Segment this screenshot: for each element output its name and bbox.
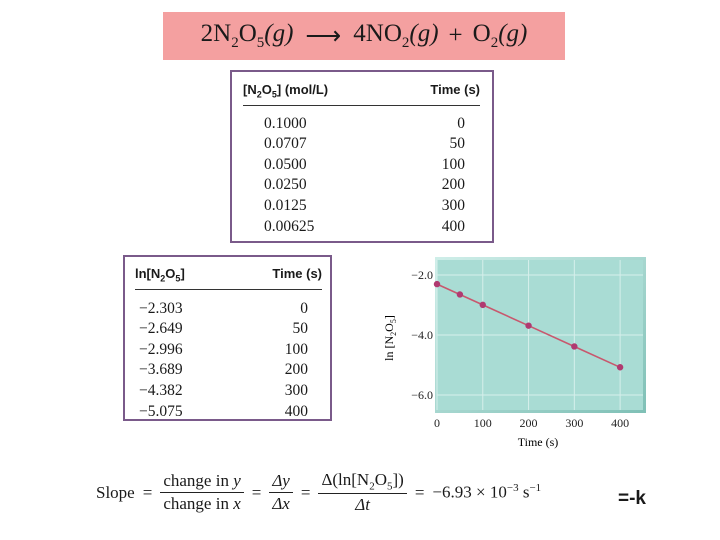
table-cell-time: 300 <box>441 196 465 214</box>
data-point <box>433 280 441 288</box>
product-o2: O2(g) <box>472 20 528 51</box>
table-row: 0.1000 0 <box>264 114 465 135</box>
table-cell-time: 100 <box>284 340 308 358</box>
equals-sign: = <box>414 482 425 502</box>
table-cell-ln: −5.075 <box>139 402 183 420</box>
slope-label: Slope <box>96 482 135 502</box>
column-header-concentration: [N2O5] (mol/L) <box>243 82 329 100</box>
x-tick-label: 300 <box>565 416 583 430</box>
data-point <box>616 364 624 371</box>
reactant: 2N2O5(g) <box>200 20 294 51</box>
slope-formula: Slope = change in y change in x = Δy Δx … <box>96 470 656 528</box>
table-row: −3.689 200 <box>139 360 308 381</box>
table-cell-conc: 0.0250 <box>264 176 307 194</box>
table-row: 0.0250 200 <box>264 175 465 196</box>
table-row: 0.0500 100 <box>264 155 465 176</box>
table-cell-conc: 0.0500 <box>264 155 307 173</box>
table-cell-time: 400 <box>441 217 465 235</box>
slope-value: −6.93 × 10−3 s−1 <box>432 482 542 503</box>
table-body: −2.303 0 −2.649 50 −2.996 100 −3.689 200 −4.382 3… <box>139 299 308 423</box>
data-point <box>571 343 578 350</box>
table-row: −2.996 100 <box>139 340 308 361</box>
x-tick-label: 0 <box>434 416 440 430</box>
table-row: −2.303 0 <box>139 299 308 320</box>
reaction-arrow: ⟶ <box>305 23 342 50</box>
table-cell-conc: 0.00625 <box>264 217 315 235</box>
data-point <box>525 322 532 329</box>
fraction-change: change in y change in x <box>160 471 244 514</box>
reaction-equation: 2N2O5(g) ⟶ 4NO2(g) + O2(g) <box>163 12 565 60</box>
y-axis-label: ln [N2O5] <box>382 315 398 361</box>
data-point <box>479 301 486 309</box>
rate-constant-note: =-k <box>618 488 646 509</box>
column-header-time: Time (s) <box>272 266 322 281</box>
table-cell-ln: −4.382 <box>139 381 183 399</box>
table-row: −2.649 50 <box>139 319 308 340</box>
x-tick-label: 200 <box>520 416 538 430</box>
x-tick-label: 100 <box>474 416 492 430</box>
fraction-delta-ln: Δ(ln[N2O5]) Δt <box>318 470 407 515</box>
table-cell-ln: −2.303 <box>139 299 183 317</box>
table-cell-time: 50 <box>292 320 309 338</box>
equals-sign: = <box>142 482 153 502</box>
table-row: −4.382 300 <box>139 381 308 402</box>
ln-concentration-vs-time-chart: 0 100 200 300 400 −2.0 −4.0 −6.0 Time (s) ln [N… <box>382 257 646 449</box>
column-header-ln-concentration: ln[N2O5] <box>135 266 185 284</box>
table-cell-time: 50 <box>449 135 466 153</box>
table-body: 0.1000 0 0.0707 50 0.0500 100 0.0250 200 0.0125 3… <box>264 114 465 238</box>
y-tick-label: −4.0 <box>411 328 433 342</box>
x-axis-label: Time (s) <box>518 435 559 449</box>
table-header: ln[N2O5] Time (s) <box>135 266 322 290</box>
y-tick-label: −2.0 <box>411 268 433 282</box>
column-header-time: Time (s) <box>430 82 480 97</box>
table-cell-ln: −2.649 <box>139 320 183 338</box>
table-cell-ln: −2.996 <box>139 340 183 358</box>
x-tick-label: 400 <box>611 416 629 430</box>
plus-sign: + <box>448 22 463 49</box>
equals-sign: = <box>300 482 311 502</box>
table-cell-conc: 0.0707 <box>264 135 307 153</box>
table-cell-ln: −3.689 <box>139 361 183 379</box>
table-cell-conc: 0.1000 <box>264 114 307 132</box>
table-cell-time: 200 <box>441 176 465 194</box>
table-cell-time: 200 <box>284 361 308 379</box>
table-row: −5.075 400 <box>139 402 308 423</box>
y-tick-label: −6.0 <box>411 388 433 402</box>
table-header: [N2O5] (mol/L) Time (s) <box>243 82 480 106</box>
table-cell-conc: 0.0125 <box>264 196 307 214</box>
table-cell-time: 0 <box>300 299 308 317</box>
fraction-delta: Δy Δx <box>269 471 293 514</box>
ln-concentration-table: ln[N2O5] Time (s) −2.303 0 −2.649 50 −2.996 1… <box>123 255 332 421</box>
table-cell-time: 0 <box>457 114 465 132</box>
series-line <box>436 283 621 369</box>
table-cell-time: 100 <box>441 155 465 173</box>
concentration-table: [N2O5] (mol/L) Time (s) 0.1000 0 0.0707 50 0… <box>230 70 494 243</box>
table-row: 0.00625 400 <box>264 217 465 238</box>
table-cell-time: 400 <box>284 402 308 420</box>
table-row: 0.0125 300 <box>264 196 465 217</box>
equals-sign: = <box>251 482 262 502</box>
table-row: 0.0707 50 <box>264 134 465 155</box>
table-cell-time: 300 <box>284 381 308 399</box>
data-point <box>456 291 464 298</box>
product-no2: 4NO2(g) <box>353 20 439 51</box>
